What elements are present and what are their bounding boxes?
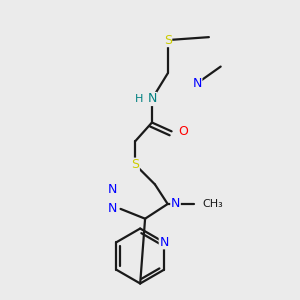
Text: N: N (108, 183, 117, 196)
Text: N: N (147, 92, 157, 106)
Text: S: S (164, 34, 172, 46)
Text: N: N (159, 236, 169, 249)
Text: CH₃: CH₃ (202, 199, 223, 209)
Text: N: N (171, 197, 180, 211)
Text: O: O (178, 125, 188, 138)
Text: N: N (192, 77, 202, 90)
Text: N: N (108, 202, 117, 215)
Text: H: H (135, 94, 143, 104)
Text: S: S (131, 158, 139, 171)
